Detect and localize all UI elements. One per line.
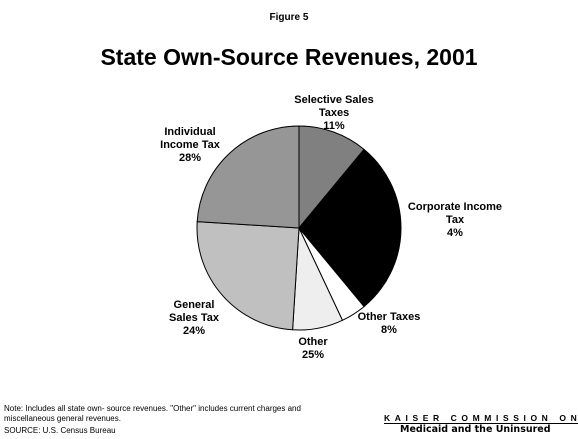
category-name: Other Taxes xyxy=(357,311,421,323)
pie-slice xyxy=(196,125,300,229)
category-name: Corporate Income Tax xyxy=(407,201,503,226)
pie-slice xyxy=(196,221,300,331)
value-label: 11% xyxy=(323,120,345,132)
logo-line1: KAISER COMMISSION ON xyxy=(384,414,578,424)
category-name: Individual Income Tax xyxy=(160,126,220,151)
category-name: Other xyxy=(298,336,328,348)
value-label: 28% xyxy=(178,152,202,164)
value-label: 8% xyxy=(381,324,397,336)
slice-label: General Sales Tax 24% xyxy=(164,299,224,338)
value-label: 24% xyxy=(182,325,206,337)
pie-slice xyxy=(298,148,402,308)
slice-label: Other Taxes 8% xyxy=(344,311,434,337)
slice-label: Other 25% xyxy=(268,336,358,362)
source: SOURCE: U.S. Census Bureau xyxy=(4,426,116,435)
value-label: 4% xyxy=(447,227,463,239)
pie-slice xyxy=(298,125,365,230)
slice-label: Corporate Income Tax 4% xyxy=(400,201,510,240)
category-name: Selective Sales Taxes xyxy=(294,94,374,119)
value-label: 25% xyxy=(301,349,325,361)
category-name: General Sales Tax xyxy=(169,299,219,324)
logo-line2: Medicaid and the Uninsured xyxy=(400,424,551,435)
chart-title: State Own-Source Revenues, 2001 xyxy=(100,44,478,70)
note: Note: Includes all state own- source rev… xyxy=(4,404,301,423)
slice-label: Selective Sales Taxes 11% xyxy=(284,94,384,133)
slice-label: Individual Income Tax 28% xyxy=(145,126,235,165)
figure-label: Figure 5 xyxy=(269,12,309,23)
